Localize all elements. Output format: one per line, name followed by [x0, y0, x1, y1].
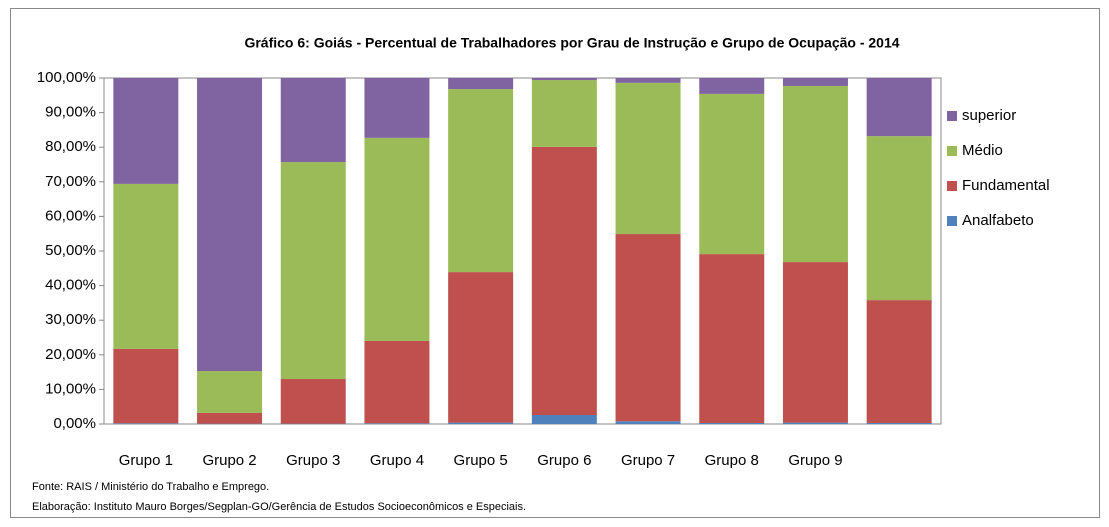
bar-segment [113, 423, 179, 424]
legend-label: Fundamental [962, 177, 1050, 194]
bar-segment [197, 371, 263, 413]
x-tick-label: Grupo 9 [788, 452, 842, 469]
legend-swatch [947, 111, 957, 121]
y-tick-label: 0,00% [53, 415, 96, 432]
x-tick-label: Grupo 4 [370, 452, 424, 469]
bar-segment [448, 89, 514, 273]
bar-segment [699, 254, 765, 423]
bar-segment [531, 80, 597, 147]
y-tick-label: 10,00% [45, 380, 96, 397]
x-tick-label: Grupo 2 [202, 452, 256, 469]
x-tick-label: Grupo 1 [119, 452, 173, 469]
bar-segment [364, 137, 430, 341]
bar-segment [866, 422, 932, 424]
y-tick-label: 90,00% [45, 104, 96, 121]
bar-segment [699, 78, 765, 94]
bar-segment [197, 412, 263, 424]
x-tick-label: Grupo 7 [621, 452, 675, 469]
y-tick-label: 100,00% [37, 69, 96, 86]
bar-segment [280, 162, 346, 380]
bar-segment [699, 93, 765, 255]
bar-segment [448, 272, 514, 423]
bar-segment [782, 85, 848, 263]
bar-segment [782, 78, 848, 86]
y-tick-label: 80,00% [45, 138, 96, 155]
legend-swatch [947, 181, 957, 191]
bar-segment [615, 421, 681, 424]
bar-segment [364, 340, 430, 424]
bar-segment [531, 78, 597, 81]
bar-segment [197, 78, 263, 372]
bar-segment [364, 78, 430, 138]
bar-segment [866, 78, 932, 137]
source-note: Fonte: RAIS / Ministério do Trabalho e E… [32, 481, 269, 493]
bar-segment [280, 78, 346, 163]
bar-segment [782, 422, 848, 424]
bar-segment [113, 78, 179, 184]
legend-swatch [947, 146, 957, 156]
y-tick-label: 40,00% [45, 277, 96, 294]
bar-segment [280, 379, 346, 424]
x-tick-label: Grupo 8 [705, 452, 759, 469]
bar-segment [615, 234, 681, 422]
y-tick-label: 50,00% [45, 242, 96, 259]
bar-segment [866, 136, 932, 301]
x-tick-label: Grupo 6 [537, 452, 591, 469]
bar-segment [782, 262, 848, 423]
bar-segment [113, 183, 179, 349]
bar-segment [531, 415, 597, 424]
source-note: Elaboração: Instituto Mauro Borges/Segpl… [32, 501, 526, 513]
bar-segment [531, 146, 597, 416]
bar-segment [448, 78, 514, 90]
y-tick-label: 30,00% [45, 311, 96, 328]
y-tick-label: 70,00% [45, 173, 96, 190]
bar-segment [615, 82, 681, 235]
legend-swatch [947, 216, 957, 226]
bar-segment [615, 78, 681, 83]
chart-title: Gráfico 6: Goiás - Percentual de Trabalh… [244, 35, 899, 51]
bar-segment [448, 422, 514, 424]
legend-label: Analfabeto [962, 212, 1034, 229]
bar-segment [699, 422, 765, 424]
bar-segment [113, 348, 179, 424]
x-tick-label: Grupo 5 [454, 452, 508, 469]
legend-label: Médio [962, 142, 1003, 159]
bar-segment [866, 300, 932, 423]
bar-segment [364, 423, 430, 424]
y-tick-label: 60,00% [45, 207, 96, 224]
x-tick-label: Grupo 3 [286, 452, 340, 469]
y-tick-label: 20,00% [45, 346, 96, 363]
legend-label: superior [962, 107, 1016, 124]
